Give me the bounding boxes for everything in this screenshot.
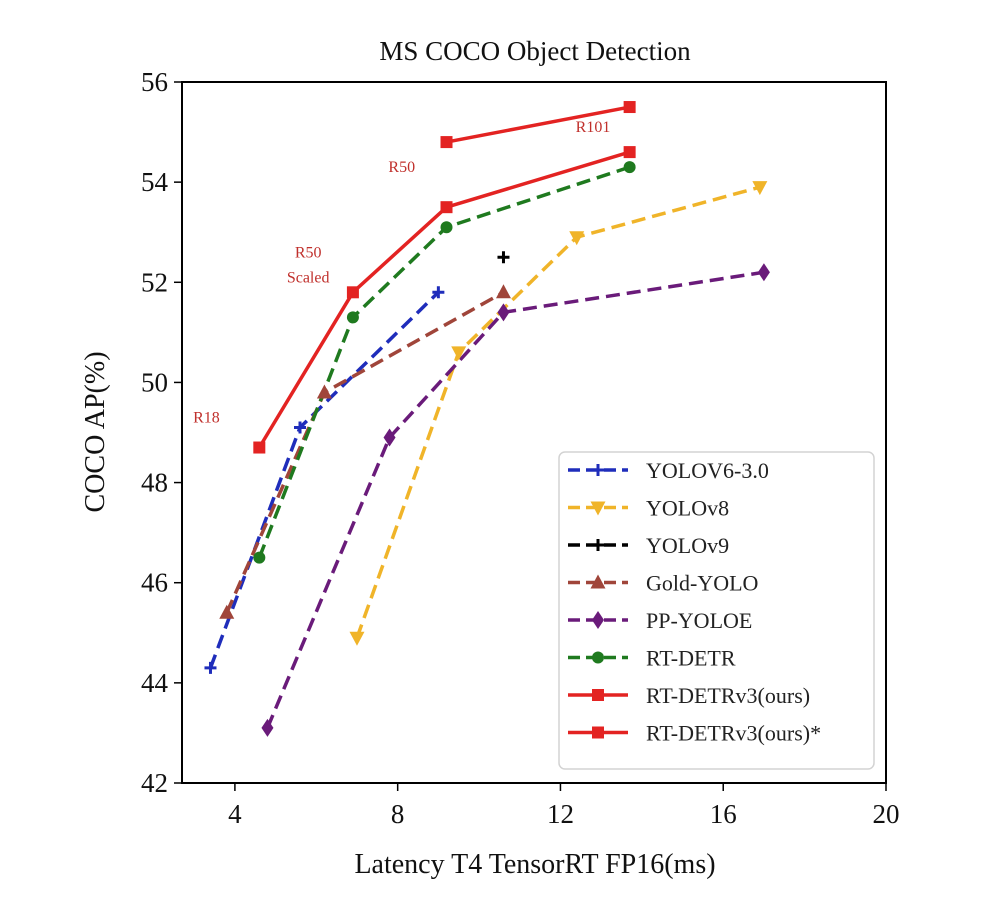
legend-label: YOLOv8 xyxy=(646,496,729,521)
data-point xyxy=(752,181,768,196)
data-point xyxy=(623,146,636,159)
y-tick-label: 44 xyxy=(141,668,169,698)
data-point xyxy=(440,136,453,149)
data-point xyxy=(294,421,307,434)
annotations: R18 R50 Scaled R50 R101 xyxy=(193,119,610,426)
data-point xyxy=(497,251,510,264)
series-markers xyxy=(204,101,770,737)
point-annotation: R50 xyxy=(295,244,322,261)
y-axis-label: COCO AP(%) xyxy=(80,351,111,512)
data-point xyxy=(440,201,453,214)
legend-label: RT-DETRv3(ours)* xyxy=(646,721,821,746)
data-point xyxy=(623,101,636,114)
y-tick-label: 42 xyxy=(141,768,168,798)
legend-marker xyxy=(590,574,606,589)
chart-title: MS COCO Object Detection xyxy=(379,36,691,66)
data-point xyxy=(623,161,636,174)
data-point xyxy=(219,604,235,619)
y-tick-label: 52 xyxy=(141,267,168,297)
y-tick-label: 48 xyxy=(141,468,168,498)
series-line xyxy=(257,165,631,559)
data-point xyxy=(497,303,510,322)
data-point xyxy=(261,718,274,737)
legend-label: YOLOV6-3.0 xyxy=(646,458,769,483)
legend-label: RT-DETR xyxy=(646,646,736,671)
legend-label: Gold-YOLO xyxy=(646,571,758,596)
point-annotation: R18 xyxy=(193,409,220,426)
series-line xyxy=(355,185,761,639)
legend-marker xyxy=(592,726,604,739)
legend-label: YOLOv9 xyxy=(646,533,729,558)
x-tick-label: 20 xyxy=(873,799,900,829)
series-line xyxy=(225,290,505,614)
x-tick-label: 8 xyxy=(391,799,405,829)
legend-marker xyxy=(590,501,606,516)
x-tick-label: 4 xyxy=(228,799,242,829)
legend-marker xyxy=(592,651,604,664)
series-line xyxy=(446,105,630,144)
data-point xyxy=(451,346,467,361)
data-point xyxy=(253,441,266,454)
y-tick-label: 50 xyxy=(141,367,168,397)
point-annotation: R50 xyxy=(388,159,415,176)
data-point xyxy=(569,231,585,246)
x-tick-label: 16 xyxy=(710,799,737,829)
legend-label: PP-YOLOE xyxy=(646,608,752,633)
x-axis-label: Latency T4 TensorRT FP16(ms) xyxy=(354,849,715,880)
series-line xyxy=(257,150,631,449)
legend-box xyxy=(558,451,875,770)
y-tick-label: 46 xyxy=(141,568,168,598)
data-point xyxy=(757,263,770,282)
y-tick-label: 54 xyxy=(141,167,169,197)
series-line xyxy=(265,270,765,729)
data-point xyxy=(316,384,332,399)
legend-marker xyxy=(592,689,604,701)
data-point xyxy=(432,286,445,299)
legend-marker xyxy=(592,611,604,629)
data-point xyxy=(383,428,396,447)
data-point xyxy=(349,631,365,646)
point-annotation: R101 xyxy=(576,119,611,136)
data-point xyxy=(204,661,217,674)
y-tick-label: 56 xyxy=(141,67,168,97)
data-point xyxy=(440,221,453,234)
legend-marker xyxy=(592,464,604,476)
data-point xyxy=(495,284,511,299)
data-point xyxy=(346,311,359,324)
legend-label: RT-DETRv3(ours) xyxy=(646,683,810,708)
point-annotation: Scaled xyxy=(287,269,330,286)
legend: YOLOV6-3.0 YOLOv8 YOLOv9 Gold-YOLO PP-YOLOE R… xyxy=(558,451,875,770)
data-point xyxy=(253,551,266,564)
series-line xyxy=(208,291,440,669)
x-tick-label: 12 xyxy=(547,799,574,829)
plot-frame xyxy=(181,81,887,784)
legend-marker xyxy=(592,539,604,551)
data-point xyxy=(346,286,359,299)
